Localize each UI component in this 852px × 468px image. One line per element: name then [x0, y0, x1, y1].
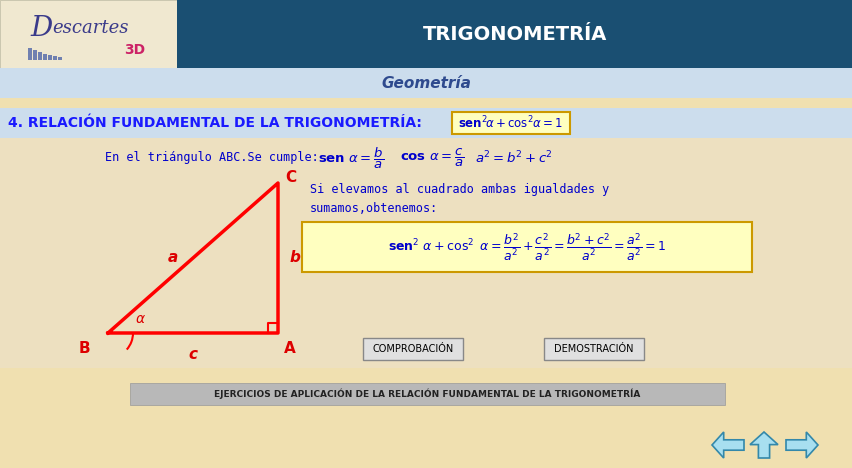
Text: escartes: escartes	[52, 19, 129, 37]
Bar	[38, 52, 42, 60]
Bar	[363, 338, 463, 360]
Text: $\mathbf{sen}\ \alpha = \dfrac{b}{a}$: $\mathbf{sen}\ \alpha = \dfrac{b}{a}$	[318, 146, 383, 170]
Bar	[53, 56, 57, 60]
Polygon shape	[711, 432, 743, 458]
Bar	[0, 68, 852, 98]
Text: c: c	[188, 347, 198, 362]
Text: $\mathbf{sen}^2\ \alpha + \cos^2\ \alpha = \dfrac{b^2}{a^2} + \dfrac{c^2}{a^2} =: $\mathbf{sen}^2\ \alpha + \cos^2\ \alpha…	[388, 231, 665, 263]
Bar	[28, 48, 32, 60]
Text: EJERCICIOS DE APLICACIÓN DE LA RELACIÓN FUNDAMENTAL DE LA TRIGONOMETRÍA: EJERCICIOS DE APLICACIÓN DE LA RELACIÓN …	[214, 389, 640, 399]
Bar	[302, 222, 751, 272]
Text: En el triángulo ABC.Se cumple:: En el triángulo ABC.Se cumple:	[105, 152, 319, 164]
Bar	[130, 383, 724, 405]
Text: $a^2 = b^2 + c^2$: $a^2 = b^2 + c^2$	[475, 150, 552, 166]
Text: A: A	[284, 341, 296, 356]
Polygon shape	[749, 432, 777, 458]
Text: COMPROBACIÓN: COMPROBACIÓN	[372, 344, 453, 354]
Polygon shape	[785, 432, 817, 458]
Bar	[544, 338, 643, 360]
Bar	[33, 50, 37, 60]
Text: $\mathbf{sen}^2\!\alpha + \cos^2\!\alpha = 1$: $\mathbf{sen}^2\!\alpha + \cos^2\!\alpha…	[458, 115, 563, 132]
Text: $\mathbf{cos}\ \alpha = \dfrac{c}{a}$: $\mathbf{cos}\ \alpha = \dfrac{c}{a}$	[400, 147, 463, 169]
Bar	[0, 98, 852, 108]
Text: DEMOSTRACIÓN: DEMOSTRACIÓN	[554, 344, 633, 354]
Bar	[0, 368, 852, 378]
Text: D: D	[30, 15, 52, 42]
Bar	[48, 55, 52, 60]
Text: B: B	[78, 341, 90, 356]
Text: Geometría: Geometría	[381, 75, 471, 90]
Text: 4. RELACIÓN FUNDAMENTAL DE LA TRIGONOMETRÍA:: 4. RELACIÓN FUNDAMENTAL DE LA TRIGONOMET…	[8, 116, 422, 130]
Text: 3D: 3D	[124, 43, 146, 57]
Text: Si elevamos al cuadrado ambas igualdades y: Si elevamos al cuadrado ambas igualdades…	[309, 183, 608, 197]
Bar	[452, 112, 569, 134]
Text: α: α	[135, 312, 144, 326]
Bar	[0, 0, 177, 68]
Text: C: C	[285, 170, 296, 185]
Text: sumamos,obtenemos:: sumamos,obtenemos:	[309, 202, 438, 214]
Bar	[0, 138, 852, 368]
Text: TRIGONOMETRÍA: TRIGONOMETRÍA	[423, 24, 607, 44]
Bar	[0, 413, 852, 468]
Text: a: a	[168, 250, 178, 265]
Bar	[58, 57, 62, 60]
Bar	[0, 108, 852, 138]
Bar	[43, 54, 47, 60]
Bar	[177, 0, 852, 68]
Text: b: b	[290, 250, 301, 265]
